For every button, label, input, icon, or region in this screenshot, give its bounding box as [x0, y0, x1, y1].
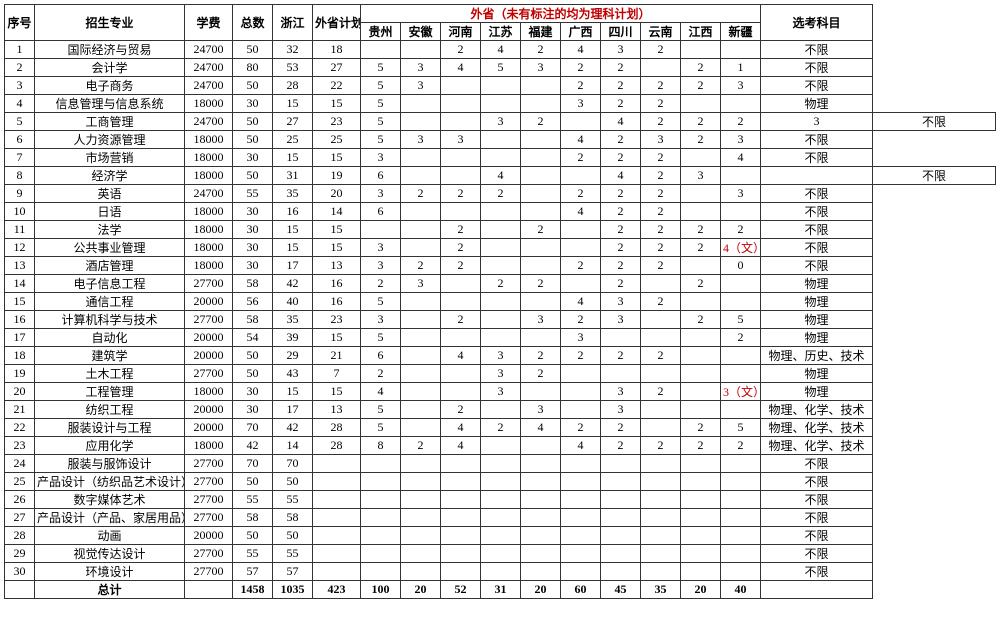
table-row: 11法学18000301515222222不限: [5, 221, 996, 239]
table-row: 16计算机科学与技术277005835233232325物理: [5, 311, 996, 329]
col-out-plan: 外省计划: [313, 5, 361, 41]
table-row: 15通信工程200005640165432物理: [5, 293, 996, 311]
table-row: 10日语180003016146422不限: [5, 203, 996, 221]
table-row: 20工程管理1800030151543323（文）物理: [5, 383, 996, 401]
table-row: 2会计学24700805327534532221不限: [5, 59, 996, 77]
col-province-0: 贵州: [361, 23, 401, 41]
table-row: 22服装设计与工程2000070422854242225物理、化学、技术: [5, 419, 996, 437]
table-row: 24服装与服饰设计277007070不限: [5, 455, 996, 473]
table-row: 13酒店管理180003017133222220不限: [5, 257, 996, 275]
table-row: 1国际经济与贸易24700503218242432不限: [5, 41, 996, 59]
table-body: 1国际经济与贸易24700503218242432不限2会计学247008053…: [5, 41, 996, 581]
table-row: 28动画200005050不限: [5, 527, 996, 545]
table-row: 4信息管理与信息系统180003015155322物理: [5, 95, 996, 113]
col-total: 总数: [233, 5, 273, 41]
col-province-6: 四川: [601, 23, 641, 41]
col-out-group: 外省（未有标注的均为理科计划）: [361, 5, 761, 23]
col-major: 招生专业: [35, 5, 185, 41]
table-row: 12公共事业管理18000301515322224（文）不限: [5, 239, 996, 257]
col-province-4: 福建: [521, 23, 561, 41]
total-row: 总计14581035423100205231206045352040: [5, 581, 996, 599]
col-province-8: 江西: [681, 23, 721, 41]
table-header: 序号 招生专业 学费 总数 浙江 外省计划 外省（未有标注的均为理科计划） 选考…: [5, 5, 996, 41]
col-province-5: 广西: [561, 23, 601, 41]
table-row: 3电子商务247005028225322223不限: [5, 77, 996, 95]
col-province-3: 江苏: [481, 23, 521, 41]
table-row: 14电子信息工程27700584216232222物理: [5, 275, 996, 293]
table-footer: 总计14581035423100205231206045352040: [5, 581, 996, 599]
table-row: 21纺织工程200003017135233物理、化学、技术: [5, 401, 996, 419]
col-province-1: 安徽: [401, 23, 441, 41]
table-row: 5工商管理2470050272353242223不限: [5, 113, 996, 131]
table-row: 17自动化20000543915532物理: [5, 329, 996, 347]
admissions-plan-table: 序号 招生专业 学费 总数 浙江 外省计划 外省（未有标注的均为理科计划） 选考…: [4, 4, 996, 599]
col-subject: 选考科目: [761, 5, 873, 41]
table-row: 18建筑学200005029216432222物理、历史、技术: [5, 347, 996, 365]
table-row: 9英语2470055352032222223不限: [5, 185, 996, 203]
col-zhejiang: 浙江: [273, 5, 313, 41]
table-row: 30环境设计277005757不限: [5, 563, 996, 581]
table-row: 29视觉传达设计277005555不限: [5, 545, 996, 563]
col-province-9: 新疆: [721, 23, 761, 41]
col-province-2: 河南: [441, 23, 481, 41]
table-row: 23应用化学1800042142882442222物理、化学、技术: [5, 437, 996, 455]
table-row: 27产品设计（产品、家居用品）277005858不限: [5, 509, 996, 527]
table-row: 8经济学1800050311964423不限: [5, 167, 996, 185]
col-fee: 学费: [185, 5, 233, 41]
table-row: 26数字媒体艺术277005555不限: [5, 491, 996, 509]
col-seq: 序号: [5, 5, 35, 41]
table-row: 7市场营销1800030151532224不限: [5, 149, 996, 167]
table-row: 6人力资源管理1800050252553342323不限: [5, 131, 996, 149]
table-row: 25产品设计（纺织品艺术设计）277005050不限: [5, 473, 996, 491]
table-row: 19土木工程2770050437232物理: [5, 365, 996, 383]
col-province-7: 云南: [641, 23, 681, 41]
